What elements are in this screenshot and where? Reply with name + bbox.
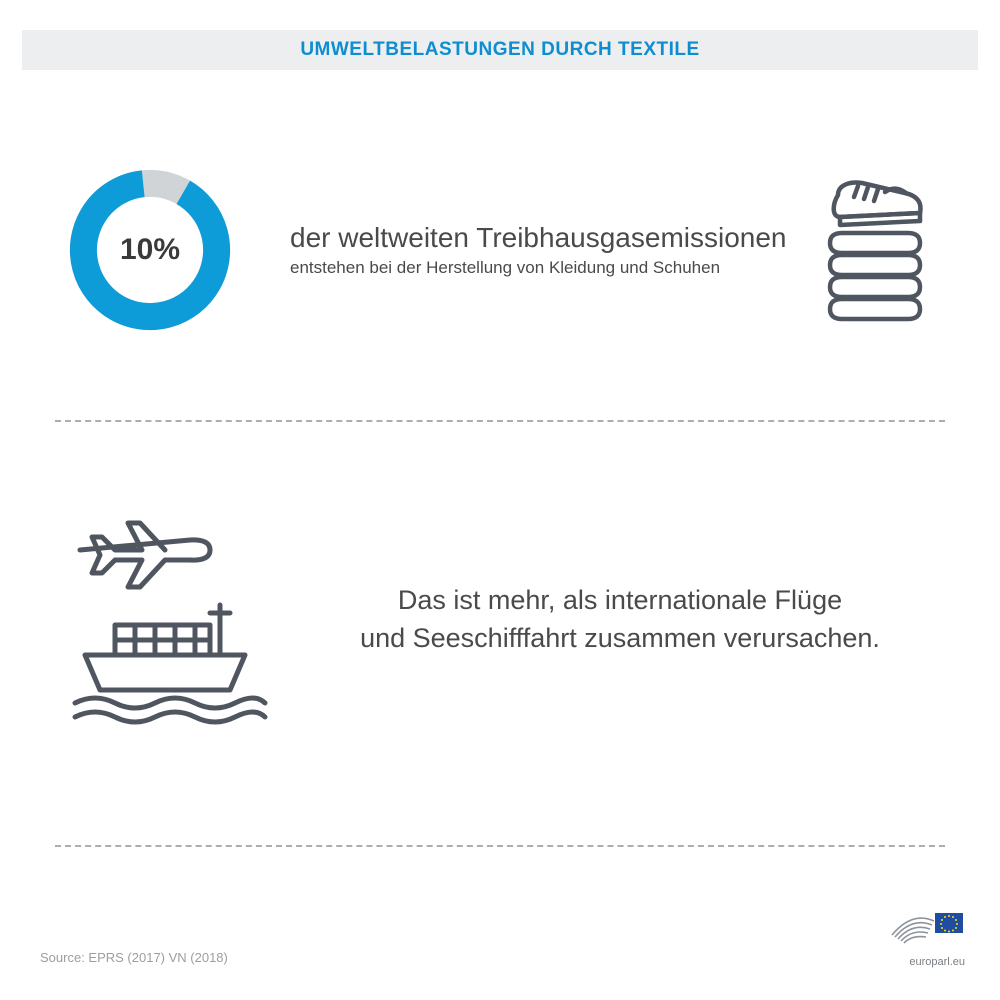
donut-percent-label: 10% <box>120 233 180 267</box>
footer-logo-block: europarl.eu <box>890 905 965 968</box>
plane-ship-icon <box>60 515 270 725</box>
comparison-text: Das ist mehr, als internationale Flüge u… <box>300 582 940 658</box>
comparison-line1: Das ist mehr, als internationale Flüge <box>300 582 940 620</box>
section1-text: der weltweiten Treibhausgasemissionen en… <box>290 222 810 278</box>
section-divider <box>55 420 945 422</box>
donut-chart: 10% <box>60 160 240 340</box>
emissions-main-text: der weltweiten Treibhausgasemissionen <box>290 222 810 254</box>
header-bar: UMWELTBELASTUNGEN DURCH TEXTILE <box>22 30 978 70</box>
section-emissions: 10% der weltweiten Treibhausgasemissione… <box>60 135 940 365</box>
europarl-logo-icon <box>890 905 965 947</box>
emissions-sub-text: entstehen bei der Herstellung von Kleidu… <box>290 258 810 278</box>
page-title: UMWELTBELASTUNGEN DURCH TEXTILE <box>300 39 699 61</box>
source-text: Source: EPRS (2017) VN (2018) <box>40 950 228 965</box>
comparison-line2: und Seeschifffahrt zusammen verursachen. <box>300 620 940 658</box>
footer-url: europarl.eu <box>890 956 965 968</box>
clothes-shoes-icon <box>810 175 940 325</box>
section-comparison: Das ist mehr, als internationale Flüge u… <box>60 490 940 750</box>
section-divider <box>55 845 945 847</box>
